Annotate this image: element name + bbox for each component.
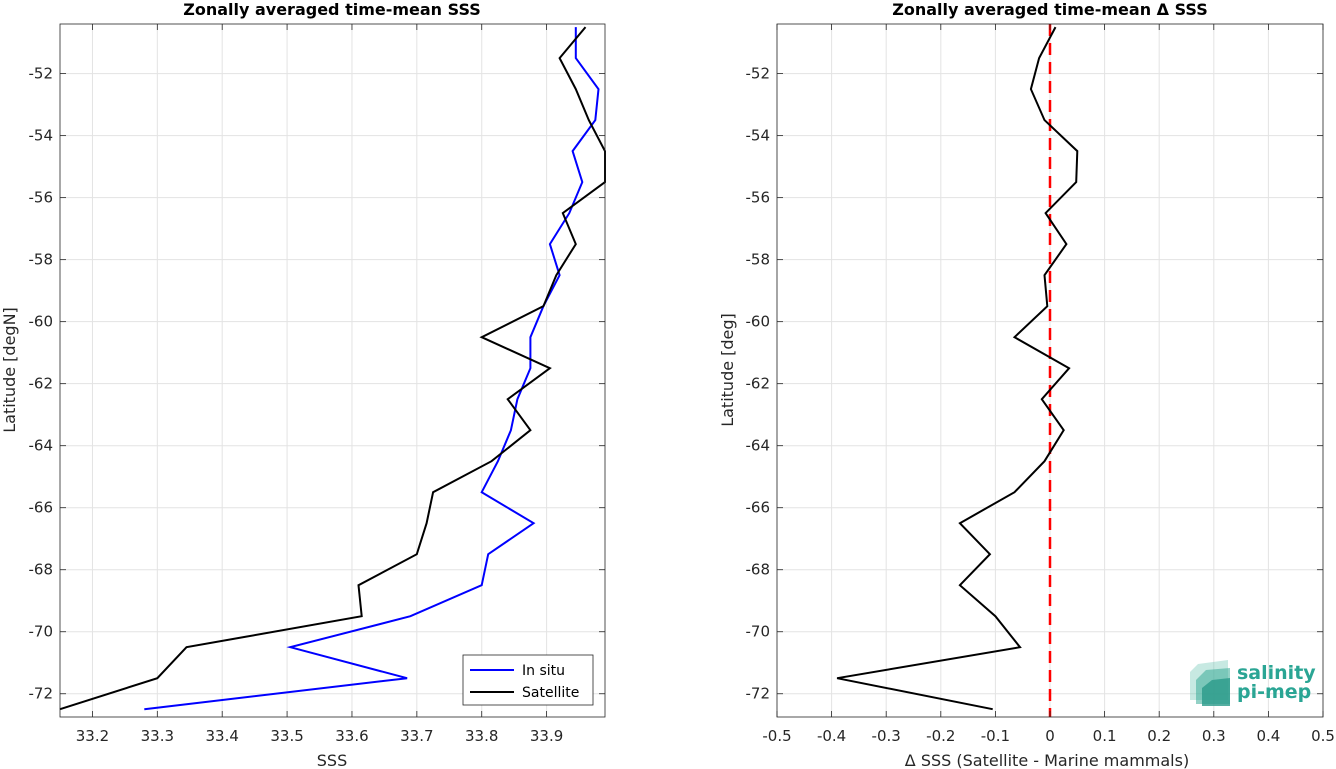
delta-x-tick-label: 0.1 [1093,727,1117,745]
sss-y-tick-label: -52 [29,65,54,83]
delta-y-tick-label: -64 [746,437,771,455]
legend-label-satellite: Satellite [522,685,579,701]
delta-sss-panel: -0.5 -0.4 -0.3 -0.2 -0.1 0 0.1 0.2 0.3 0.4 0.5 -52… [718,0,1335,769]
sss-y-tick-label: -68 [29,561,54,579]
sss-y-ticks: -52 -54 -56 -58 -60 -62 -64 -66 -68 -70 -72 [29,65,605,703]
legend-box [462,654,594,706]
delta-x-tick-label: 0.3 [1202,727,1226,745]
series-line-delta-sss [836,26,1079,711]
sss-y-tick-label: -60 [29,313,54,331]
sss-x-tick-label: 33.8 [465,727,498,745]
salinity-pi-mep-logo: salinity pi-mep [1190,660,1316,706]
delta-y-tick-label: -68 [746,561,771,579]
logo-wave-front [1202,678,1230,706]
delta-y-tick-label: -60 [746,313,771,331]
delta-x-tick-label: 0.5 [1311,727,1335,745]
sss-axes-box [59,23,606,718]
sss-x-axis-label: SSS [317,751,347,769]
delta-x-tick-label: -0.2 [926,727,955,745]
legend-label-in-situ: In situ [522,663,565,679]
delta-y-axis-label: Latitude [deg] [718,313,737,427]
delta-x-tick-label: -0.3 [872,727,901,745]
sss-x-tick-label: 33.2 [76,727,109,745]
delta-chart-title: Zonally averaged time-mean Δ SSS [892,0,1208,19]
series-line-satellite [59,26,606,711]
delta-x-tick-label: -0.5 [762,727,791,745]
sss-y-tick-label: -58 [29,251,54,269]
sss-y-tick-label: -56 [29,189,54,207]
sss-plot-area [60,24,605,717]
logo-line-1: salinity [1237,662,1316,684]
delta-x-tick-label: 0.4 [1256,727,1280,745]
sss-x-ticks: 33.2 33.3 33.4 33.5 33.6 33.7 33.8 33.9 [76,24,563,745]
delta-x-tick-label: 0 [1045,727,1055,745]
delta-x-tick-label: -0.1 [981,727,1010,745]
delta-y-tick-label: -56 [746,189,771,207]
sss-x-tick-label: 33.7 [400,727,433,745]
delta-y-tick-label: -58 [746,251,771,269]
sss-panel: 33.2 33.3 33.4 33.5 33.6 33.7 33.8 33.9 -52-54-… [0,0,606,769]
delta-x-axis-label: Δ SSS (Satellite - Marine mammals) [905,751,1189,769]
delta-y-tick-label: -66 [746,499,771,517]
sss-y-tick-label: -54 [29,127,54,145]
delta-y-ticks: -52 -54 -56 -58 -60 -62 -64 -66 -68 -70 -72 [746,65,1323,703]
logo-line-2: pi-mep [1237,681,1311,703]
sss-x-tick-label: 33.6 [335,727,368,745]
delta-x-tick-label: 0.2 [1147,727,1171,745]
sss-y-tick-label: -64 [29,437,54,455]
delta-x-ticks: -0.5 -0.4 -0.3 -0.2 -0.1 0 0.1 0.2 0.3 0.4 0.5 [762,24,1335,745]
sss-series [59,26,606,711]
sss-x-tick-label: 33.4 [205,727,238,745]
sss-y-tick-label: -62 [29,375,54,393]
sss-x-tick-label: 33.9 [530,727,563,745]
sss-y-tick-label: -66 [29,499,54,517]
delta-y-tick-label: -52 [746,65,771,83]
sss-x-tick-label: 33.5 [270,727,303,745]
sss-y-axis-label: Latitude [degN] [0,307,19,433]
delta-series [836,26,1079,711]
delta-y-tick-label: -70 [746,623,771,641]
delta-y-tick-label: -54 [746,127,771,145]
delta-y-tick-label: -72 [746,685,771,703]
delta-x-tick-label: -0.4 [817,727,846,745]
sss-x-tick-label: 33.3 [141,727,174,745]
sss-y-tick-label: -70 [29,623,54,641]
sss-y-tick-label: -72 [29,685,54,703]
delta-y-tick-label: -62 [746,375,771,393]
sss-chart-title: Zonally averaged time-mean SSS [183,0,481,19]
series-line-in-situ [144,27,600,711]
sss-legend: In situ Satellite [462,654,594,706]
